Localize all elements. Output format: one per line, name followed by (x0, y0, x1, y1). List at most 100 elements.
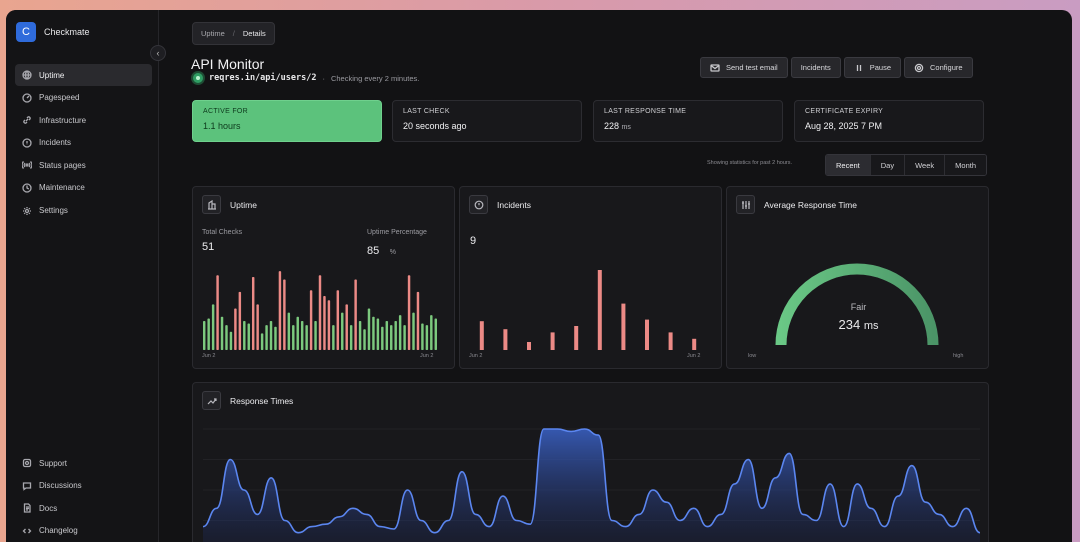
uptime-percentage-label: Uptime Percentage (367, 229, 427, 236)
sidebar-item-label: Infrastructure (39, 115, 87, 125)
x-axis-start-label: Jun 2 (469, 353, 483, 359)
configure-button[interactable]: Configure (904, 57, 973, 78)
uptime-bar (234, 308, 237, 350)
sidebar-item-maintenance[interactable]: Maintenance (15, 177, 152, 199)
time-range-selector: Recent Day Week Month (825, 154, 988, 176)
stat-value: 1.1 hours (203, 121, 241, 131)
range-day[interactable]: Day (870, 155, 906, 175)
sidebar-item-settings[interactable]: Settings (15, 200, 152, 222)
send-test-email-button[interactable]: Send test email (700, 57, 788, 78)
uptime-bar-chart (203, 271, 437, 350)
sidebar-item-uptime[interactable]: Uptime (15, 64, 152, 86)
incident-bar (479, 321, 484, 350)
card-header: Average Response Time (736, 195, 857, 214)
uptime-bar (260, 333, 264, 350)
response-gauge (775, 263, 939, 346)
gauge-high-label: high (953, 353, 964, 359)
uptime-bar (278, 271, 282, 350)
response-line (202, 428, 981, 534)
pause-button[interactable]: Pause (843, 57, 902, 78)
trending-up-icon (202, 391, 221, 410)
incidents-button[interactable]: Incidents (790, 57, 841, 78)
range-week[interactable]: Week (905, 155, 946, 175)
sidebar-item-docs[interactable]: Docs (15, 497, 152, 519)
sidebar: C Checkmate Uptime Pagespeed Infrastruct… (6, 10, 159, 542)
x-axis-end-label: Jun 2 (420, 353, 434, 359)
app-name: Checkmate (44, 27, 90, 37)
card-header: Response Times (202, 391, 293, 410)
uptime-bar (203, 320, 206, 350)
uptime-bar (251, 276, 255, 350)
broadcast-icon (22, 160, 32, 170)
stat-certificate-expiry: CERTIFICATE EXPIRY Aug 28, 2025 7 PM (794, 100, 984, 142)
incident-bar (503, 329, 508, 350)
secondary-nav: Support Discussions Docs Changelog (15, 452, 152, 542)
sidebar-item-changelog[interactable]: Changelog (15, 520, 152, 542)
stat-label: ACTIVE FOR (203, 108, 249, 115)
incident-bar (621, 303, 626, 350)
average-response-card: Average Response Time Fair 234 ms low hi… (726, 186, 989, 369)
main-content: Uptime / Details API Monitor reqres.in/a… (159, 10, 1072, 542)
sidebar-item-pagespeed[interactable]: Pagespeed (15, 87, 152, 109)
uptime-bar (283, 279, 286, 350)
sidebar-item-infrastructure[interactable]: Infrastructure (15, 109, 152, 131)
breadcrumb-uptime[interactable]: Uptime (201, 29, 225, 38)
uptime-bar (318, 275, 322, 350)
uptime-bar (425, 325, 429, 350)
gear-icon (22, 206, 32, 216)
chat-icon (22, 481, 32, 491)
pause-icon (856, 64, 861, 71)
monitor-subtitle: reqres.in/api/users/2 · Checking every 2… (193, 73, 419, 83)
incident-bar (668, 332, 673, 350)
breadcrumb-separator: / (232, 29, 235, 38)
incidents-label: Incidents (800, 63, 831, 72)
incidents-card: Incidents 9 Jun 2 Jun 2 (459, 186, 722, 369)
range-month[interactable]: Month (945, 155, 987, 175)
uptime-bar (398, 315, 402, 350)
sidebar-item-status-pages[interactable]: Status pages (15, 154, 152, 176)
uptime-percentage-value: 85 (367, 245, 380, 257)
breadcrumb-details: Details (242, 29, 266, 38)
stat-last-check: LAST CHECK 20 seconds ago (392, 100, 582, 142)
sidebar-item-incidents[interactable]: Incidents (15, 132, 152, 154)
uptime-bar (354, 279, 357, 350)
uptime-bar (327, 300, 331, 350)
page-title: API Monitor (191, 56, 265, 72)
uptime-bar (220, 316, 224, 350)
stat-label: LAST RESPONSE TIME (604, 108, 687, 115)
sliders-icon (736, 195, 755, 214)
gauge-low-label: low (748, 353, 757, 359)
uptime-bar (349, 325, 353, 350)
stat-last-response-time: LAST RESPONSE TIME 228 ms (593, 100, 783, 142)
sidebar-collapse-button[interactable]: ‹ (150, 45, 166, 61)
uptime-bar (309, 290, 313, 350)
sidebar-item-label: Support (39, 458, 68, 468)
card-title: Response Times (230, 395, 294, 406)
uptime-card: Uptime Total Checks 51 Uptime Percentage… (192, 186, 455, 369)
gauge-fill (775, 263, 939, 346)
sidebar-item-support[interactable]: Support (15, 452, 152, 474)
card-title: Incidents (497, 199, 532, 210)
incident-bar (574, 326, 579, 350)
uptime-bar (421, 323, 424, 350)
uptime-bar (376, 318, 380, 350)
incident-bar-chart (479, 270, 697, 350)
uptime-bar (332, 325, 335, 350)
total-checks-value: 51 (202, 241, 215, 253)
document-icon (22, 503, 32, 513)
incident-bar (645, 319, 649, 350)
uptime-bar (225, 325, 228, 350)
sidebar-item-label: Docs (39, 503, 58, 513)
uptime-bar (403, 325, 406, 350)
send-test-email-label: Send test email (726, 63, 778, 72)
uptime-bar (390, 325, 393, 350)
uptime-bar (287, 312, 291, 350)
range-recent[interactable]: Recent (826, 155, 871, 175)
sidebar-item-label: Changelog (39, 526, 78, 536)
uptime-bar (367, 308, 371, 350)
total-checks-label: Total Checks (202, 229, 243, 236)
brand[interactable]: C Checkmate (16, 22, 90, 42)
sidebar-item-discussions[interactable]: Discussions (15, 475, 152, 497)
wrench-icon (22, 183, 32, 193)
primary-nav: Uptime Pagespeed Infrastructure Incident… (15, 64, 152, 222)
